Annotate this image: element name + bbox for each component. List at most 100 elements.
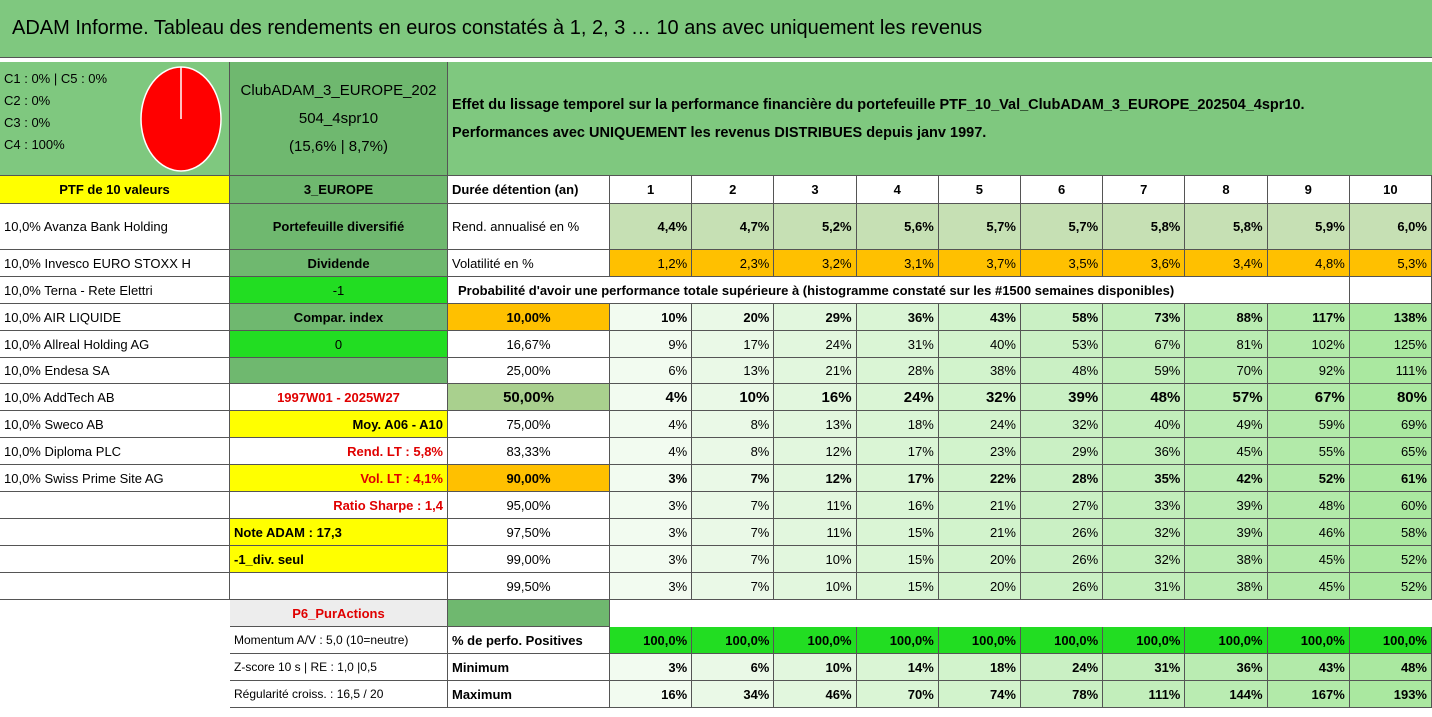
value-cell: 33% [1103, 492, 1186, 519]
value-cell: 17% [856, 465, 939, 492]
pie-legend-item: C3 : 0% [4, 115, 51, 130]
description-cell: Effet du lissage temporel sur la perform… [448, 62, 1432, 176]
value-cell: 5,9% [1267, 204, 1350, 250]
info-cell [230, 358, 448, 384]
value-cell: 45% [1267, 546, 1350, 573]
value-cell: 31% [1103, 573, 1186, 600]
value-cell: 15% [856, 573, 939, 600]
holding-cell: 10,0% Sweco AB [0, 411, 230, 438]
value-cell: 11% [774, 492, 857, 519]
value-cell: 3% [610, 465, 693, 492]
value-cell: 67% [1267, 384, 1350, 411]
value-cell: 38% [1185, 573, 1268, 600]
value-cell: 20% [938, 573, 1021, 600]
value-cell: 100,0% [692, 627, 775, 654]
portfolio-line: 504_4spr10 [298, 109, 379, 127]
info-cell: -1_div. seul [230, 546, 448, 573]
value-cell: 7% [692, 573, 775, 600]
info-cell: Note ADAM : 17,3 [230, 519, 448, 546]
value-cell: 24% [938, 411, 1021, 438]
value-cell: 3% [610, 573, 693, 600]
value-cell: 3,5% [1021, 250, 1104, 277]
value-cell: 111% [1349, 358, 1432, 384]
value-cell: 48% [1021, 358, 1104, 384]
value-cell: 7% [692, 546, 775, 573]
value-cell: 38% [938, 358, 1021, 384]
pie-legend-item: C4 : 100% [4, 137, 65, 152]
row-label: Durée détention (an) [448, 176, 610, 204]
value-cell: 57% [1185, 384, 1268, 411]
value-cell: 49% [1185, 411, 1268, 438]
row-label: 99,50% [448, 573, 610, 600]
value-cell: 17% [856, 438, 939, 465]
value-cell: 3% [610, 546, 693, 573]
value-cell: 18% [938, 654, 1021, 681]
row-label: 97,50% [448, 519, 610, 546]
value-cell: 100,0% [938, 627, 1021, 654]
value-cell: 15% [856, 546, 939, 573]
value-cell: 12% [774, 438, 857, 465]
value-cell: 1 [610, 176, 693, 204]
holding-cell: 10,0% Swiss Prime Site AG [0, 465, 230, 492]
value-cell: 59% [1103, 358, 1186, 384]
value-cell: 2,3% [692, 250, 775, 277]
value-cell: 12% [774, 465, 857, 492]
info-cell: Vol. LT : 4,1% [230, 465, 448, 492]
value-cell: 100,0% [610, 627, 693, 654]
value-cell: 3% [610, 492, 693, 519]
value-cell: 3% [610, 519, 693, 546]
value-cell: 3,2% [774, 250, 857, 277]
info-cell: P6_PurActions [230, 600, 448, 627]
holding-cell: 10,0% Endesa SA [0, 358, 230, 384]
value-cell: 67% [1103, 331, 1186, 358]
value-cell: 9% [610, 331, 693, 358]
value-cell: 73% [1103, 304, 1186, 331]
value-cell: 46% [774, 681, 857, 708]
value-cell: 117% [1267, 304, 1350, 331]
row-label: 25,00% [448, 358, 610, 384]
value-cell: 74% [938, 681, 1021, 708]
value-cell: 31% [1103, 654, 1186, 681]
value-cell: 6,0% [1349, 204, 1432, 250]
value-cell: 14% [856, 654, 939, 681]
value-cell: 21% [938, 492, 1021, 519]
value-cell: 42% [1185, 465, 1268, 492]
value-cell: 4% [610, 384, 693, 411]
value-cell: 111% [1103, 681, 1186, 708]
row-label: 83,33% [448, 438, 610, 465]
info-cell: Ratio Sharpe : 1,4 [230, 492, 448, 519]
value-cell: 53% [1021, 331, 1104, 358]
value-cell: 4% [610, 438, 693, 465]
value-cell: 45% [1267, 573, 1350, 600]
value-cell: 5,7% [1021, 204, 1104, 250]
value-cell: 40% [938, 331, 1021, 358]
value-cell: 100,0% [1185, 627, 1268, 654]
info-cell: Portefeuille diversifié [230, 204, 448, 250]
value-cell: 4,8% [1267, 250, 1350, 277]
holding-cell: 10,0% Avanza Bank Holding [0, 204, 230, 250]
value-cell: 9 [1267, 176, 1350, 204]
value-cell: 4% [610, 411, 693, 438]
value-cell: 26% [1021, 546, 1104, 573]
value-cell: 58% [1021, 304, 1104, 331]
row-label: Volatilité en % [448, 250, 610, 277]
value-cell: 13% [692, 358, 775, 384]
value-cell: 8 [1185, 176, 1268, 204]
row-label: Maximum [448, 681, 610, 708]
value-cell: 39% [1185, 519, 1268, 546]
value-cell: 4,4% [610, 204, 693, 250]
value-cell: 5 [938, 176, 1021, 204]
pie-cell: C1 : 0% | C5 : 0% C2 : 0% C3 : 0% C4 : 1… [0, 62, 230, 176]
value-cell: 40% [1103, 411, 1186, 438]
value-cell: 8% [692, 411, 775, 438]
value-cell: 46% [1267, 519, 1350, 546]
value-cell: 65% [1349, 438, 1432, 465]
info-cell: 0 [230, 331, 448, 358]
info-cell [230, 573, 448, 600]
value-cell: 3% [610, 654, 693, 681]
value-cell: 11% [774, 519, 857, 546]
value-cell: 70% [856, 681, 939, 708]
value-cell: 3 [774, 176, 857, 204]
value-cell: 55% [1267, 438, 1350, 465]
title-band: ADAM Informe. Tableau des rendements en … [0, 0, 1432, 58]
